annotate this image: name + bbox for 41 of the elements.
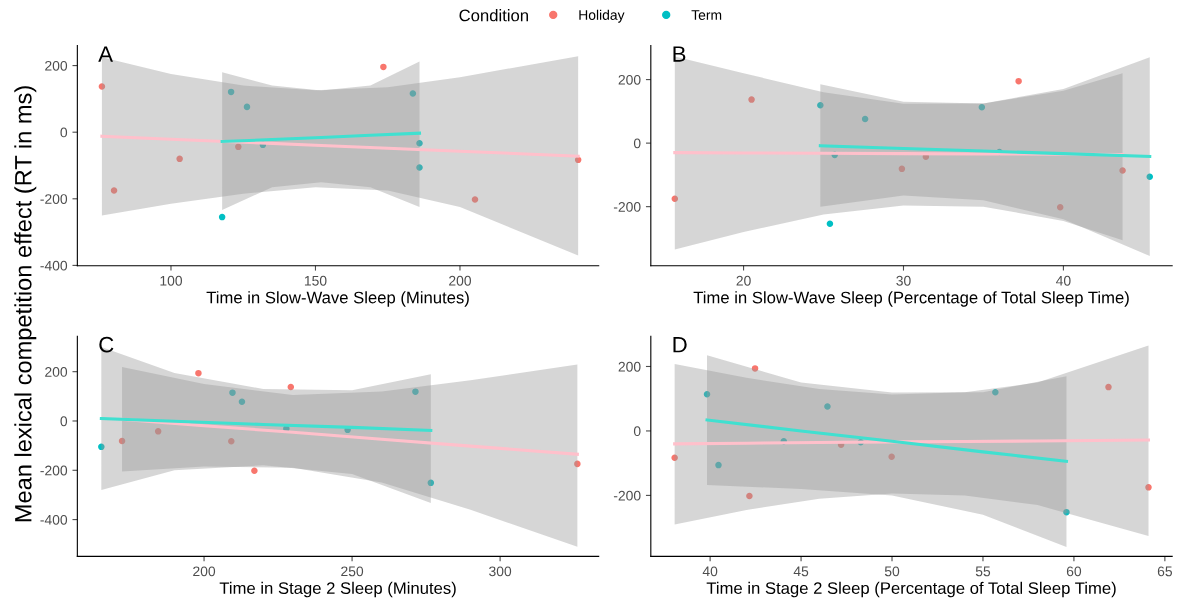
x-tick-label: 200 [193, 566, 216, 577]
x-axis-title: Time in Slow-Wave Sleep (Minutes) [206, 291, 469, 307]
y-tick-label: -200 [40, 194, 68, 204]
y-tick-label: 0 [633, 138, 641, 149]
y-tick-label: 200 [45, 60, 68, 71]
y-tick-label: -400 [40, 260, 68, 271]
x-tick-label: 250 [341, 566, 364, 577]
y-tick-label: 200 [45, 367, 68, 377]
y-tick-label: -200 [613, 201, 641, 212]
y-tick-label: 200 [618, 74, 641, 85]
x-tick-label: 40 [1056, 275, 1071, 286]
x-tick-label: 20 [736, 275, 751, 286]
x-tick-label: 200 [449, 275, 472, 286]
x-tick-label: 65 [1157, 566, 1173, 577]
x-tick-label: 55 [975, 566, 991, 577]
y-tick-label: 0 [60, 127, 68, 138]
x-axis-title: Time in Stage 2 Sleep (Percentage of Total Sleep Time) [706, 581, 1116, 598]
x-tick-label: 40 [702, 566, 718, 577]
chart-title: A [98, 46, 113, 62]
x-axis-title: Time in Slow-Wave Sleep (Percentage of Total Sleep Time) [693, 291, 1129, 307]
x-tick-label: 60 [1066, 566, 1082, 577]
y-tick-label: 0 [633, 426, 641, 437]
legend-label: Term [691, 10, 722, 20]
x-tick-label: 50 [884, 566, 900, 577]
x-tick-label: 30 [896, 275, 911, 286]
chart-title: D [673, 337, 687, 353]
chart-title: B [673, 46, 686, 62]
y-axis-title: Mean lexical competition effect (RT in ms) [14, 86, 37, 522]
x-tick-label: 150 [304, 275, 327, 286]
y-tick-label: 200 [618, 361, 641, 372]
x-tick-label: 45 [793, 566, 809, 577]
x-tick-label: 300 [489, 566, 512, 577]
chart-title: C [99, 336, 114, 353]
x-tick-label: 100 [160, 275, 183, 286]
y-tick-label: -200 [613, 490, 641, 501]
y-tick-label: -200 [40, 465, 68, 476]
y-tick-label: 0 [60, 416, 68, 427]
legend-title: Condition [459, 9, 528, 22]
x-axis-title: Time in Stage 2 Sleep (Minutes) [219, 581, 456, 598]
y-tick-label: -400 [40, 514, 68, 525]
legend-label: Holiday [579, 9, 625, 23]
